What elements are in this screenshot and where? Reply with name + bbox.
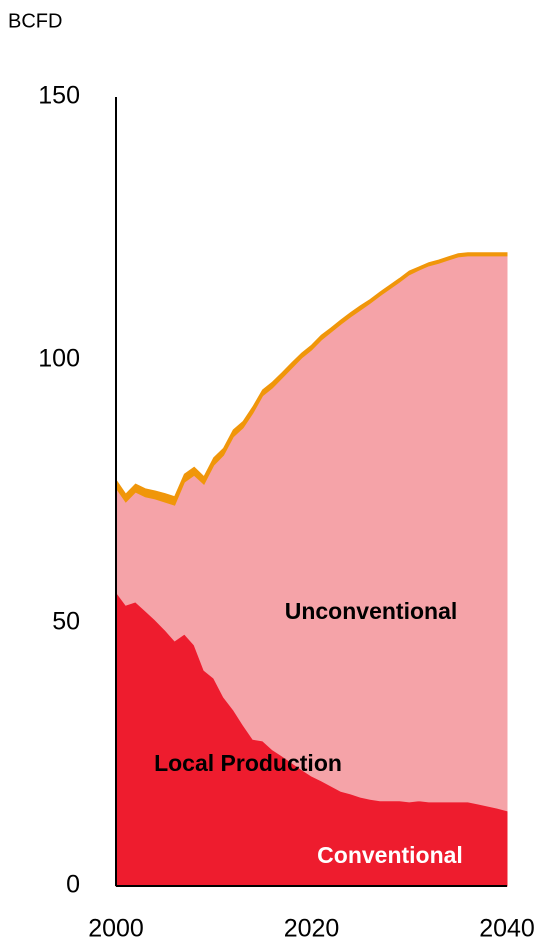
y-unit-label: BCFD — [8, 10, 62, 32]
y-tick-label: 50 — [52, 608, 80, 636]
series-label: Conventional — [317, 842, 463, 868]
areas — [115, 252, 508, 887]
y-tick-label: 150 — [38, 82, 80, 110]
annotation: Local Production — [154, 750, 342, 776]
x-tick-label: 2020 — [284, 915, 340, 943]
series-label: Unconventional — [285, 598, 458, 624]
y-tick-label: 0 — [66, 871, 80, 899]
area — [115, 252, 508, 506]
y-tick-label: 100 — [38, 345, 80, 373]
x-tick-label: 2040 — [479, 915, 535, 943]
x-tick-label: 2000 — [88, 915, 144, 943]
